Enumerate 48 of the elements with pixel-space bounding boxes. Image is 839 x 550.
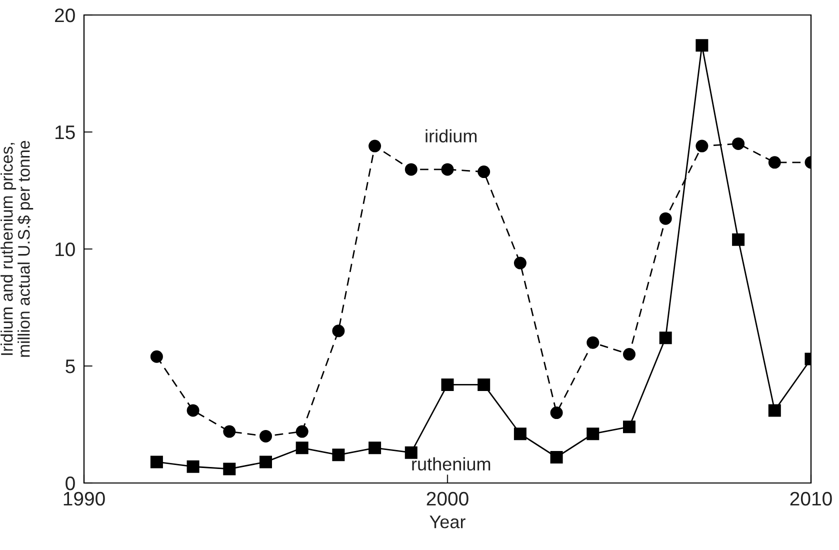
x-axis-title: Year: [430, 516, 466, 528]
point: [550, 406, 563, 420]
point: [696, 140, 708, 152]
point: [332, 324, 345, 338]
point: [150, 456, 163, 468]
point: [696, 39, 708, 52]
point: [586, 428, 600, 440]
point: [186, 404, 200, 417]
point: [478, 166, 490, 178]
point: [550, 451, 563, 464]
point: [296, 442, 308, 454]
point: [623, 348, 636, 361]
y-tick-label: 10: [56, 242, 75, 256]
point: [223, 425, 236, 438]
x-tick-label: 2010: [790, 492, 832, 506]
point: [768, 156, 781, 169]
series-label: ruthenium: [412, 457, 490, 471]
point: [332, 448, 345, 462]
x-tick-label: 2000: [426, 492, 468, 506]
point: [368, 442, 382, 454]
point: [186, 460, 200, 473]
point: [368, 140, 382, 152]
point: [441, 163, 454, 176]
y-tick-label: 5: [66, 360, 75, 374]
point: [514, 256, 526, 270]
y-tick-label: 20: [55, 8, 75, 22]
point: [150, 350, 163, 363]
point: [623, 420, 636, 434]
point: [260, 456, 272, 468]
point: [223, 462, 236, 476]
point: [296, 425, 308, 438]
point: [260, 430, 272, 442]
point: [404, 446, 418, 459]
point: [732, 137, 745, 150]
x-tick-label: 1990: [64, 492, 105, 506]
point: [732, 233, 745, 246]
point: [768, 404, 781, 417]
point: [478, 378, 490, 391]
point: [586, 336, 600, 349]
point: [404, 163, 418, 176]
y-axis-title: Iridium and ruthenium prices, million actual U.S.$ per tonne: [0, 140, 34, 357]
point: [514, 428, 526, 440]
y-tick-label: 0: [66, 476, 75, 490]
y-tick-label: 15: [56, 126, 75, 140]
series-label: iridium: [426, 129, 477, 142]
point: [441, 378, 454, 391]
point: [659, 212, 672, 225]
point: [659, 332, 672, 344]
